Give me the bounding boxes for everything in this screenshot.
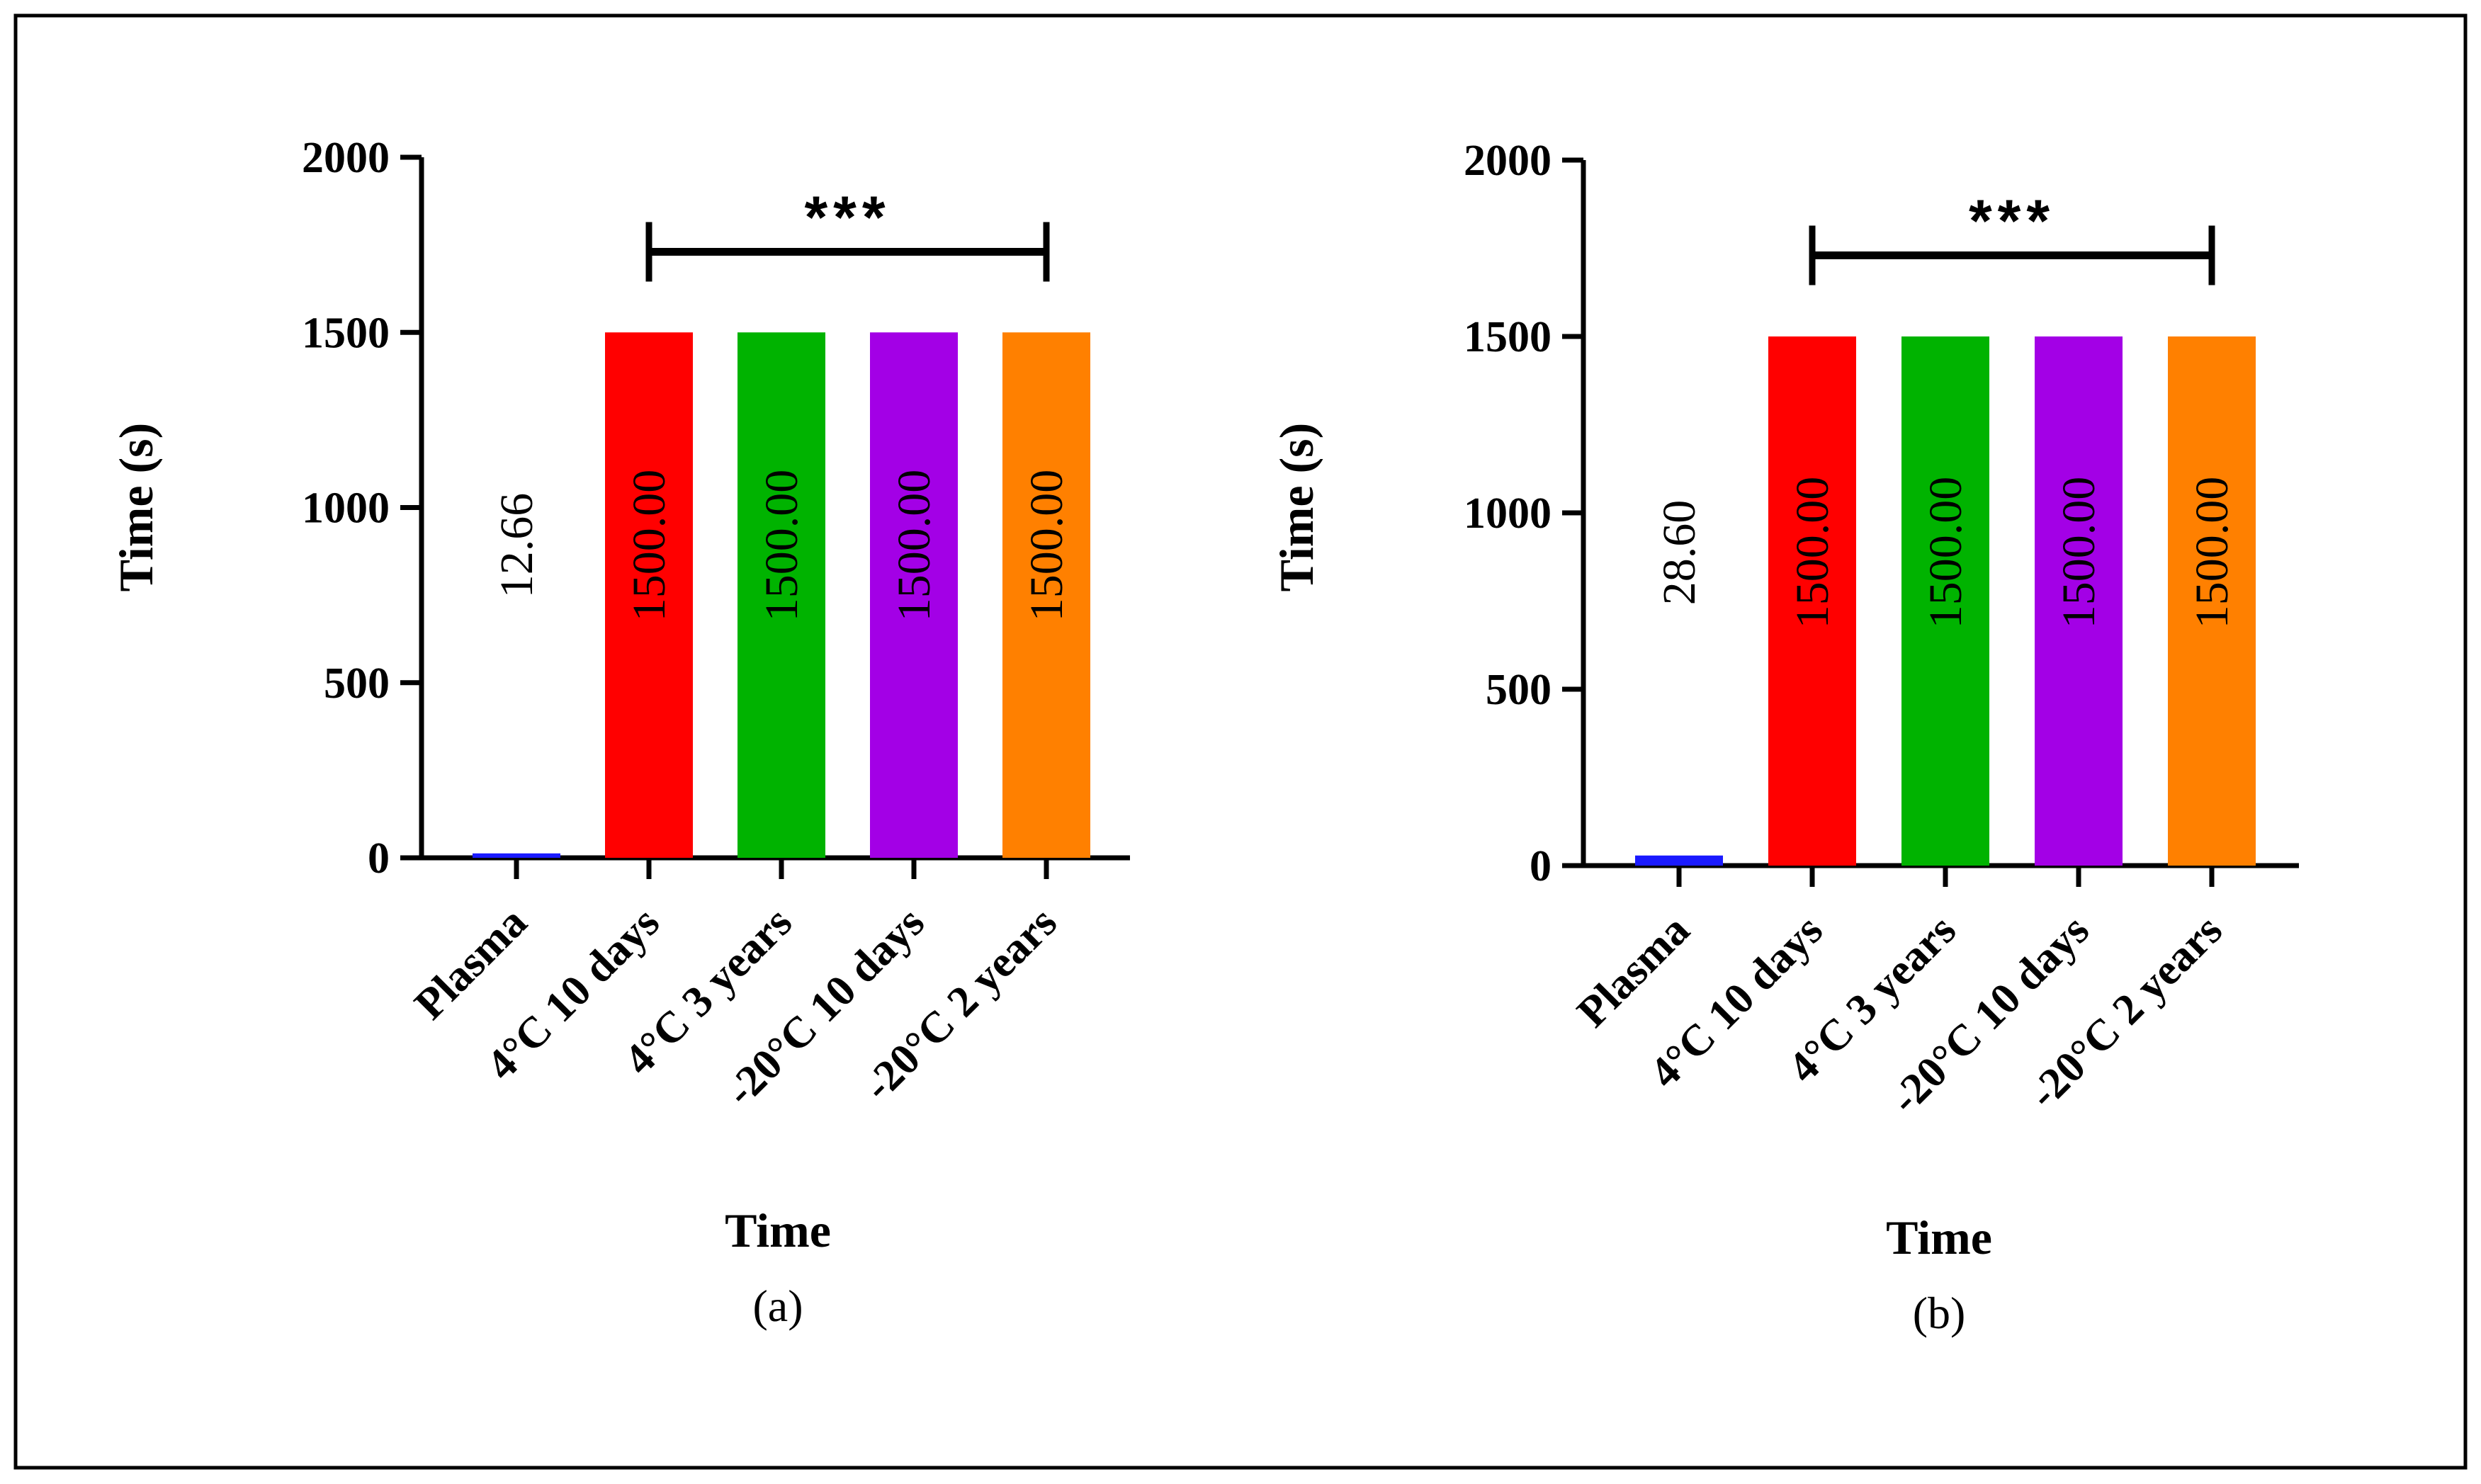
x-tick-label: Plasma [405, 898, 536, 1029]
panel-label: (a) [752, 1281, 803, 1331]
significance-label: *** [804, 184, 891, 251]
data-label: 1500.00 [1787, 477, 1838, 629]
data-label: 1500.00 [756, 470, 808, 622]
y-axis-title: Time (s) [109, 423, 163, 592]
y-tick-label: 500 [324, 659, 390, 708]
data-label: 28.60 [1654, 500, 1705, 606]
x-tick-label: Plasma [1568, 906, 1698, 1036]
data-label: 12.66 [491, 493, 543, 599]
bar-4 [1002, 332, 1090, 858]
bar-0 [473, 853, 560, 858]
data-label: 1500.00 [2186, 477, 2238, 629]
panel-label: (b) [1913, 1288, 1966, 1338]
y-tick-label: 2000 [1464, 137, 1552, 185]
x-axis-title: Time [725, 1203, 831, 1257]
x-axis-title: Time [1886, 1211, 1992, 1264]
significance-label: *** [1969, 187, 2055, 254]
y-tick-label: 0 [1530, 842, 1552, 890]
bar-1 [1768, 336, 1856, 866]
bar-1 [605, 332, 693, 858]
bar-2 [737, 332, 825, 858]
y-tick-label: 0 [368, 834, 390, 883]
bar-3 [870, 332, 958, 858]
y-tick-label: 1000 [302, 485, 390, 533]
y-tick-label: 2000 [302, 134, 390, 182]
data-label: 1500.00 [2053, 477, 2105, 629]
y-tick-label: 500 [1486, 666, 1552, 714]
data-label: 1500.00 [623, 470, 675, 622]
y-tick-label: 1000 [1464, 489, 1552, 538]
y-tick-label: 1500 [1464, 313, 1552, 361]
y-tick-label: 1500 [302, 309, 390, 357]
data-label: 1500.00 [1021, 470, 1073, 622]
data-label: 1500.00 [888, 470, 940, 622]
bar-4 [2168, 336, 2256, 866]
y-axis-title: Time (s) [1270, 423, 1323, 592]
figure-frame [13, 13, 2468, 1470]
bar-3 [2035, 336, 2123, 866]
bar-0 [1635, 855, 1723, 866]
bar-2 [1901, 336, 1989, 866]
data-label: 1500.00 [1920, 477, 1972, 629]
